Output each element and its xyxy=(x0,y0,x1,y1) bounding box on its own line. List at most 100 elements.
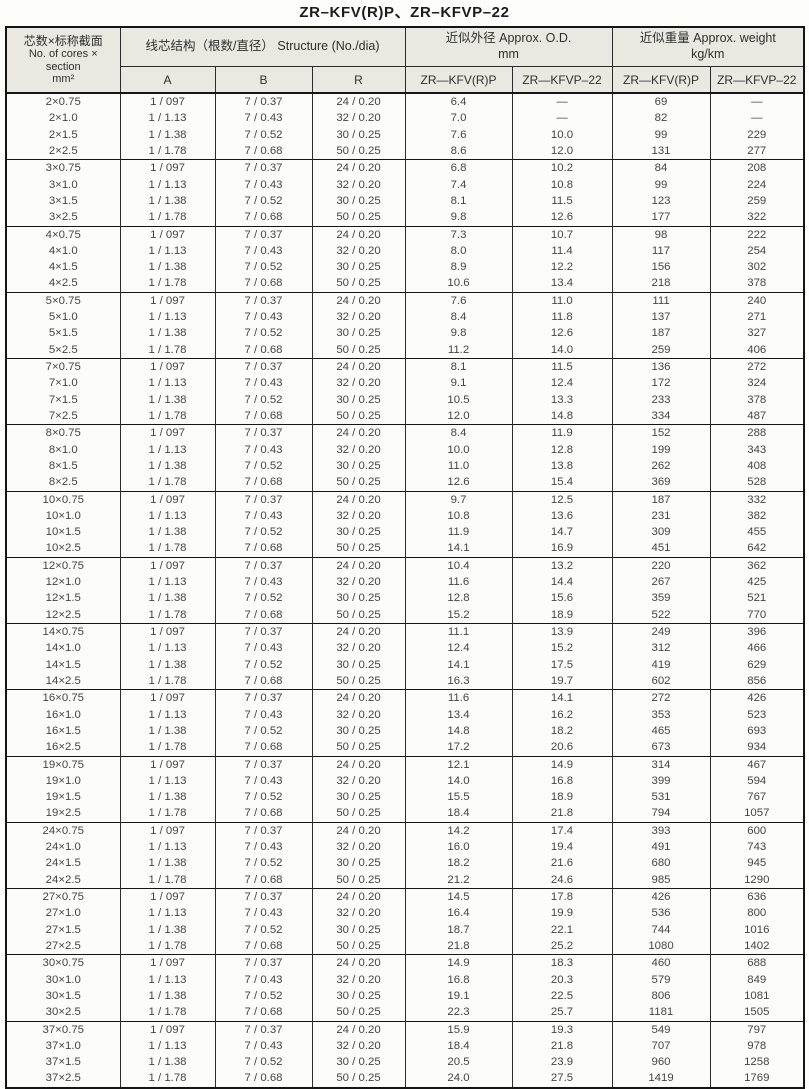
cell-structure-b: 7 / 0.37 xyxy=(214,225,313,243)
cell-structure-b: 7 / 0.37 xyxy=(214,954,313,972)
cell-structure-r: 30 / 0.25 xyxy=(311,259,406,276)
cell-od-zr-kfvrp: 9.8 xyxy=(404,325,513,342)
table-row: 12×2.5 1 / 1.78 7 / 0.68 50 / 0.25 15.2 18.9 5… xyxy=(5,606,805,624)
cell-weight-zr-kfvrp: 111 xyxy=(611,291,711,310)
cell-structure-r: 50 / 0.25 xyxy=(311,209,406,226)
cell-weight-zr-kfvrp: 136 xyxy=(611,358,711,376)
cell-weight-zr-kfvp22: 254 xyxy=(709,242,805,260)
cell-od-zr-kfvrp: 7.0 xyxy=(404,110,513,127)
cell-od-zr-kfvrp: 18.4 xyxy=(404,1037,513,1055)
cell-cores-section: 27×0.75 xyxy=(5,888,121,906)
cell-structure-a: 1 / 1.38 xyxy=(119,259,216,276)
cell-cores-section: 16×0.75 xyxy=(5,689,121,707)
cell-cores-section: 10×1.5 xyxy=(5,524,121,541)
cell-weight-zr-kfvp22: 408 xyxy=(709,457,805,475)
cell-od-zr-kfvrp: 12.8 xyxy=(404,590,513,607)
cell-structure-b: 7 / 0.68 xyxy=(214,1004,313,1021)
cell-structure-a: 1 / 1.78 xyxy=(119,209,216,226)
cell-cores-section: 30×1.5 xyxy=(5,987,121,1005)
cell-weight-zr-kfvrp: 1080 xyxy=(611,937,711,955)
table-row: 24×0.75 1 / 097 7 / 0.37 24 / 0.20 14.2 17.4 3… xyxy=(5,821,805,840)
cell-structure-a: 1 / 097 xyxy=(119,159,216,177)
cell-structure-b: 7 / 0.43 xyxy=(214,375,313,392)
header-cores-section: 芯数×标称截面 No. of cores × section mm² xyxy=(5,27,121,93)
cell-od-zr-kfvp22: 16.9 xyxy=(511,540,613,558)
table-row: 4×1.0 1 / 1.13 7 / 0.43 32 / 0.20 8.0 11.4 117… xyxy=(5,242,805,260)
cell-weight-zr-kfvrp: 522 xyxy=(611,606,711,624)
cell-cores-section: 24×1.0 xyxy=(5,839,121,856)
cell-weight-zr-kfvrp: 369 xyxy=(611,474,711,491)
cell-od-zr-kfvp22: 16.8 xyxy=(511,772,613,790)
cell-structure-b: 7 / 0.37 xyxy=(214,821,313,840)
cell-weight-zr-kfvp22: 1258 xyxy=(709,1054,805,1071)
cell-structure-r: 50 / 0.25 xyxy=(311,275,406,293)
cell-cores-section: 4×0.75 xyxy=(5,225,121,243)
cell-od-zr-kfvrp: 18.4 xyxy=(404,805,513,823)
cell-structure-a: 1 / 1.13 xyxy=(119,176,216,193)
cell-structure-a: 1 / 1.13 xyxy=(119,242,216,260)
cell-weight-zr-kfvrp: 172 xyxy=(611,375,711,392)
cell-od-zr-kfvrp: 11.6 xyxy=(404,689,513,707)
cell-structure-r: 50 / 0.25 xyxy=(311,606,406,624)
cell-structure-r: 50 / 0.25 xyxy=(311,672,406,690)
cell-od-zr-kfvrp: 10.8 xyxy=(404,507,513,525)
cell-structure-r: 50 / 0.25 xyxy=(311,341,406,359)
table-row: 4×1.5 1 / 1.38 7 / 0.52 30 / 0.25 8.9 12.2 156… xyxy=(5,259,805,276)
cell-weight-zr-kfvp22: 378 xyxy=(709,275,805,293)
cell-structure-a: 1 / 1.13 xyxy=(119,772,216,790)
cell-cores-section: 2×2.5 xyxy=(5,142,121,160)
cell-structure-b: 7 / 0.52 xyxy=(214,192,313,210)
cell-od-zr-kfvrp: 18.7 xyxy=(404,921,513,938)
cell-od-zr-kfvp22: 12.4 xyxy=(511,375,613,392)
cell-od-zr-kfvrp: 15.9 xyxy=(404,1020,513,1038)
cell-od-zr-kfvp22: 22.5 xyxy=(511,987,613,1005)
cell-weight-zr-kfvp22: 629 xyxy=(709,656,805,673)
header-cores-zh: 芯数×标称截面 xyxy=(23,34,103,49)
cell-weight-zr-kfvrp: 312 xyxy=(611,640,711,657)
cell-cores-section: 10×0.75 xyxy=(5,490,121,508)
cell-structure-r: 30 / 0.25 xyxy=(311,1054,406,1071)
table-row: 10×2.5 1 / 1.78 7 / 0.68 50 / 0.25 14.1 16.9 4… xyxy=(5,540,805,558)
cell-structure-a: 1 / 1.38 xyxy=(119,987,216,1005)
table-row: 30×2.5 1 / 1.78 7 / 0.68 50 / 0.25 22.3 25.7 1… xyxy=(5,1004,805,1021)
table-row: 5×0.75 1 / 097 7 / 0.37 24 / 0.20 7.6 11.0 111… xyxy=(5,291,805,310)
cell-od-zr-kfvp22: 12.6 xyxy=(511,325,613,342)
cell-weight-zr-kfvrp: 187 xyxy=(611,490,711,508)
cell-weight-zr-kfvrp: 393 xyxy=(611,821,711,840)
cell-cores-section: 19×2.5 xyxy=(5,805,121,823)
cell-weight-zr-kfvp22: 688 xyxy=(709,954,805,972)
cell-structure-b: 7 / 0.52 xyxy=(214,656,313,673)
cell-cores-section: 4×2.5 xyxy=(5,275,121,293)
cell-weight-zr-kfvp22: — xyxy=(709,93,805,111)
cell-od-zr-kfvp22: 11.4 xyxy=(511,242,613,260)
cell-weight-zr-kfvrp: 491 xyxy=(611,839,711,856)
cell-od-zr-kfvrp: 14.5 xyxy=(404,888,513,906)
cell-structure-b: 7 / 0.37 xyxy=(214,93,313,111)
cell-od-zr-kfvp22: 18.9 xyxy=(511,789,613,806)
cell-cores-section: 30×0.75 xyxy=(5,954,121,972)
table-row: 7×0.75 1 / 097 7 / 0.37 24 / 0.20 8.1 11.5 136… xyxy=(5,358,805,376)
cell-structure-r: 30 / 0.25 xyxy=(311,126,406,143)
subheader-structure-r: R xyxy=(311,66,406,93)
cell-od-zr-kfvrp: 8.6 xyxy=(404,142,513,160)
table-row: 4×2.5 1 / 1.78 7 / 0.68 50 / 0.25 10.6 13.4 21… xyxy=(5,275,805,293)
cell-structure-r: 24 / 0.20 xyxy=(311,623,406,641)
cell-cores-section: 8×1.0 xyxy=(5,441,121,458)
cell-weight-zr-kfvrp: 84 xyxy=(611,159,711,177)
table-row: 3×1.0 1 / 1.13 7 / 0.43 32 / 0.20 7.4 10.8 99 2… xyxy=(5,176,805,193)
cell-cores-section: 7×2.5 xyxy=(5,407,121,425)
cell-structure-b: 7 / 0.52 xyxy=(214,722,313,740)
cell-weight-zr-kfvp22: 229 xyxy=(709,126,805,143)
cell-structure-b: 7 / 0.52 xyxy=(214,259,313,276)
cell-weight-zr-kfvrp: 451 xyxy=(611,540,711,558)
cell-od-zr-kfvrp: 16.4 xyxy=(404,905,513,922)
cell-od-zr-kfvrp: 22.3 xyxy=(404,1004,513,1021)
table-row: 19×0.75 1 / 097 7 / 0.37 24 / 0.20 12.1 14.9 3… xyxy=(5,755,805,773)
cell-cores-section: 2×1.5 xyxy=(5,126,121,143)
cell-weight-zr-kfvp22: 362 xyxy=(709,556,805,575)
cell-od-zr-kfvp22: 13.2 xyxy=(511,556,613,575)
cell-weight-zr-kfvrp: 1419 xyxy=(611,1070,711,1088)
cell-weight-zr-kfvp22: 208 xyxy=(709,159,805,177)
cell-structure-a: 1 / 1.38 xyxy=(119,921,216,938)
cell-od-zr-kfvrp: 8.4 xyxy=(404,309,513,326)
